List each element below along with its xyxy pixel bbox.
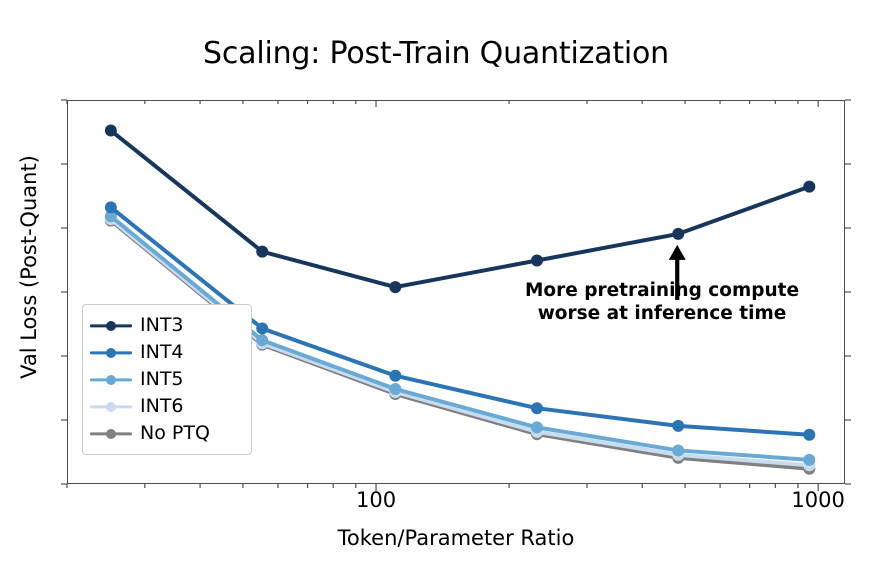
legend-marker-dot (106, 428, 116, 439)
inference-cost-annotation: More pretraining compute worse at infere… (497, 279, 827, 325)
data-point (803, 180, 816, 193)
data-point (530, 254, 543, 267)
data-point (389, 383, 402, 395)
legend-swatch-icon (90, 319, 132, 333)
chart-title: Scaling: Post-Train Quantization (203, 36, 669, 71)
legend-swatch-icon (90, 427, 132, 441)
data-point (803, 453, 816, 466)
legend-item-int5[interactable]: INT5 (90, 366, 242, 393)
legend-marker-dot (106, 401, 116, 412)
data-point (256, 245, 269, 258)
data-point (104, 201, 117, 214)
data-point (104, 210, 117, 223)
legend-item-int3[interactable]: INT3 (90, 312, 242, 339)
legend-item-int4[interactable]: INT4 (90, 339, 242, 366)
x-axis-label: Token/Parameter Ratio (337, 526, 575, 550)
legend-label: INT5 (140, 368, 184, 390)
annotation-line-1: More pretraining compute (524, 280, 800, 301)
y-axis-label: Val Loss (Post-Quant) (17, 155, 41, 379)
legend-swatch-icon (90, 373, 132, 387)
x-tick-label: 1000 (791, 488, 845, 512)
data-point (672, 419, 685, 432)
legend-label: No PTQ (140, 422, 210, 444)
data-point (530, 402, 543, 415)
legend-marker-dot (106, 374, 116, 385)
legend-label: INT3 (140, 314, 184, 336)
data-point (530, 421, 543, 434)
legend-item-no-ptq[interactable]: No PTQ (90, 420, 242, 447)
series-line (108, 128, 812, 290)
legend-item-int6[interactable]: INT6 (90, 393, 242, 420)
x-tick-label: 100 (355, 488, 397, 512)
annotation-line-2: worse at inference time (537, 303, 787, 325)
legend-marker-dot (106, 347, 116, 358)
data-point (803, 428, 816, 441)
data-point (256, 334, 269, 347)
data-point (256, 322, 269, 335)
legend-marker-dot (106, 320, 116, 331)
series-int3 (104, 124, 816, 294)
data-point (672, 227, 685, 240)
legend-swatch-icon (90, 400, 132, 414)
data-point (389, 281, 402, 294)
data-point (104, 124, 117, 137)
data-point (672, 444, 685, 457)
legend-label: INT4 (140, 341, 184, 363)
chart-legend: INT3 INT4 INT5 INT6 No PTQ (82, 304, 252, 455)
legend-label: INT6 (140, 395, 184, 417)
legend-swatch-icon (90, 346, 132, 360)
data-point (389, 369, 402, 382)
